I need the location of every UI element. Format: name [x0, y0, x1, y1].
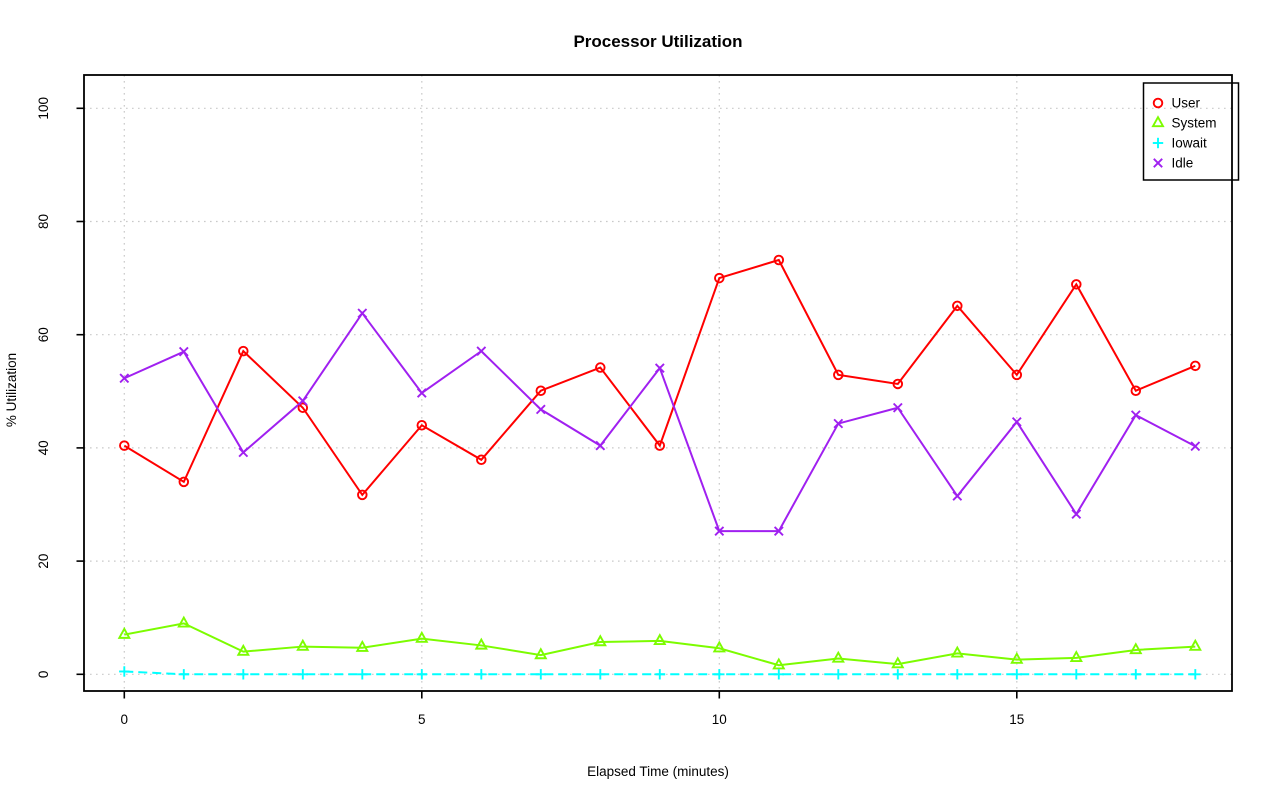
- marker-x: [297, 396, 308, 406]
- marker-circle: [416, 420, 428, 431]
- marker-x: [178, 346, 189, 357]
- marker-x: [119, 373, 130, 384]
- marker-triangle: [772, 657, 786, 670]
- marker-x: [773, 526, 784, 536]
- marker-triangle: [177, 615, 191, 628]
- marker-x: [833, 418, 844, 429]
- marker-triangle: [653, 633, 667, 646]
- marker-triangle: [355, 639, 369, 652]
- legend-label-user: User: [1172, 96, 1201, 111]
- marker-circle: [297, 402, 309, 413]
- y-tick-label: 80: [36, 214, 51, 229]
- marker-circle: [119, 440, 130, 451]
- x-tick-label: 15: [1009, 712, 1024, 727]
- marker-triangle: [1069, 650, 1083, 663]
- legend-label-system: System: [1172, 116, 1217, 131]
- marker-x: [535, 404, 546, 415]
- legend-label-idle: Idle: [1172, 156, 1194, 171]
- marker-triangle: [474, 637, 488, 650]
- marker-x: [416, 388, 427, 398]
- marker-circle: [238, 345, 249, 357]
- marker-x: [654, 363, 665, 373]
- y-tick-label: 40: [36, 440, 51, 455]
- marker-x: [952, 491, 963, 501]
- y-tick-label: 100: [36, 97, 51, 120]
- marker-circle: [833, 369, 844, 381]
- marker-triangle: [534, 647, 548, 660]
- marker-x: [1011, 416, 1022, 427]
- series-line-system: [124, 622, 1196, 667]
- marker-circle: [178, 476, 190, 488]
- marker-circle: [595, 362, 606, 373]
- marker-triangle: [1129, 642, 1143, 655]
- marker-circle: [714, 272, 725, 284]
- marker-triangle: [1010, 651, 1024, 664]
- marker-circle: [892, 378, 904, 390]
- marker-circle: [952, 300, 963, 312]
- marker-circle: [1190, 360, 1201, 372]
- marker-triangle: [117, 626, 131, 639]
- marker-circle: [1130, 385, 1142, 396]
- marker-circle: [535, 385, 547, 396]
- legend-box: [1142, 82, 1240, 181]
- series-line-idle: [123, 311, 1196, 533]
- marker-x: [892, 402, 903, 413]
- y-tick-label: 60: [36, 327, 51, 342]
- marker-triangle: [712, 640, 726, 653]
- legend-label-iowait: Iowait: [1172, 136, 1208, 151]
- marker-x: [1130, 410, 1141, 420]
- marker-circle: [773, 254, 785, 266]
- marker-triangle: [891, 656, 905, 669]
- x-tick-label: 5: [418, 712, 426, 727]
- x-tick-label: 0: [121, 712, 129, 727]
- marker-circle: [1011, 369, 1023, 381]
- marker-circle: [476, 454, 487, 466]
- marker-triangle: [1188, 638, 1202, 651]
- marker-triangle: [593, 634, 607, 647]
- marker-circle: [654, 440, 666, 451]
- marker-circle: [357, 489, 368, 501]
- marker-circle: [1071, 279, 1082, 290]
- y-tick-label: 20: [36, 554, 51, 569]
- marker-x: [595, 440, 606, 451]
- marker-x: [238, 447, 249, 458]
- marker-x: [1071, 509, 1082, 519]
- x-tick-label: 10: [712, 712, 727, 727]
- marker-triangle: [415, 630, 429, 643]
- plot-frame: [83, 74, 1233, 692]
- y-tick-label: 0: [36, 671, 51, 679]
- marker-triangle: [831, 650, 845, 663]
- marker-circle: [1152, 97, 1164, 109]
- marker-triangle: [1151, 115, 1165, 128]
- marker-triangle: [236, 643, 250, 656]
- y-axis-title: % Utilization: [4, 352, 19, 428]
- marker-x: [1153, 158, 1163, 168]
- chart-title: Processor Utilization: [573, 32, 743, 51]
- marker-x: [357, 308, 368, 319]
- marker-x: [1190, 441, 1201, 452]
- marker-x: [714, 526, 725, 536]
- marker-triangle: [950, 645, 964, 658]
- x-axis-title: Elapsed Time (minutes): [587, 764, 729, 779]
- marker-triangle: [296, 638, 310, 651]
- marker-x: [476, 346, 487, 356]
- series-line-user: [123, 258, 1196, 497]
